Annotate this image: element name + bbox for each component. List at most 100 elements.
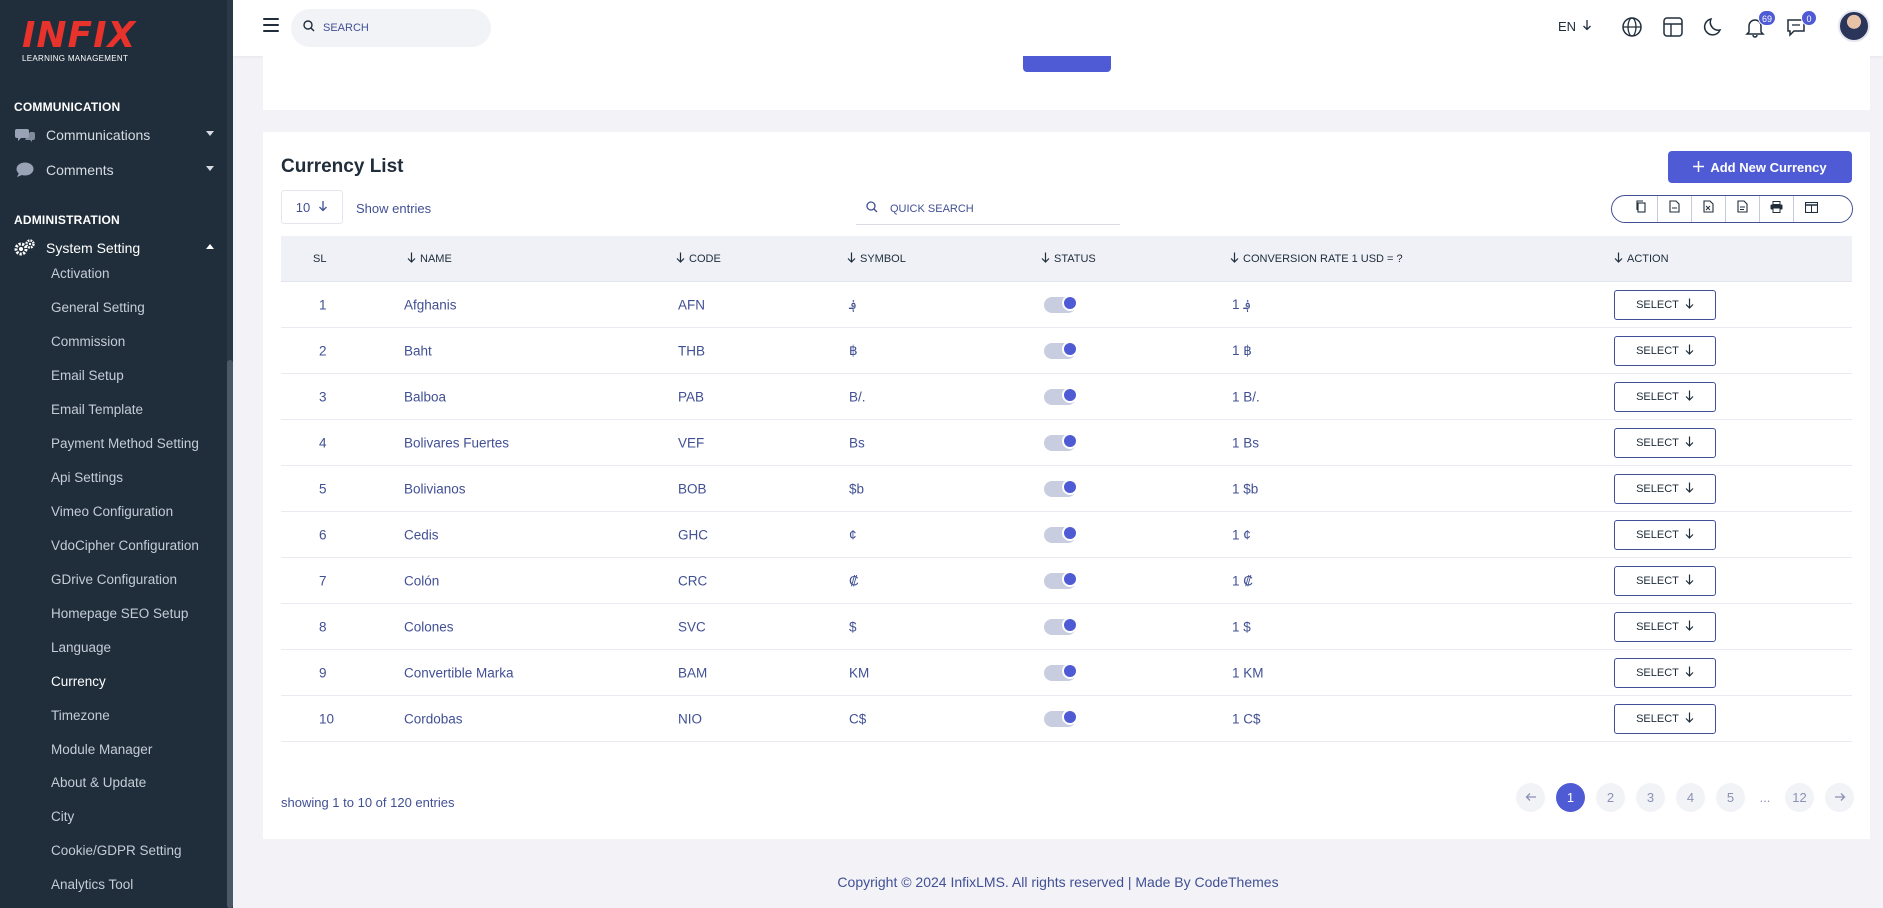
csv-button[interactable]	[1658, 196, 1692, 222]
prev-page-button[interactable]	[1516, 783, 1545, 812]
sidebar-item-gdrive-configuration[interactable]: GDrive Configuration	[51, 572, 178, 587]
sidebar-item-about-update[interactable]: About & Update	[51, 775, 147, 790]
quick-search-box[interactable]	[856, 193, 1120, 225]
sidebar-item-communications[interactable]: Communications	[14, 123, 214, 147]
page-title: Currency List	[281, 156, 404, 177]
sidebar-item-homepage-seo-setup[interactable]: Homepage SEO Setup	[51, 606, 189, 621]
column-header-symbol[interactable]: SYMBOL	[847, 252, 906, 266]
layout-icon[interactable]	[1662, 16, 1686, 40]
search-icon	[866, 200, 878, 218]
select-action-button[interactable]: SELECT	[1614, 473, 1716, 504]
excel-button[interactable]	[1692, 196, 1726, 222]
add-new-currency-button[interactable]: Add New Currency	[1668, 151, 1852, 183]
select-action-button[interactable]: SELECT	[1614, 657, 1716, 688]
column-header-action[interactable]: ACTION	[1614, 252, 1669, 266]
sidebar-item-analytics-tool[interactable]: Analytics Tool	[51, 877, 134, 892]
sidebar-item-timezone[interactable]: Timezone	[51, 708, 110, 723]
arrow-down-icon	[1685, 528, 1694, 542]
sidebar-item-activation[interactable]: Activation	[51, 266, 110, 281]
sidebar-item-payment-method-setting[interactable]: Payment Method Setting	[51, 436, 199, 451]
cell-sl: 2	[319, 343, 327, 358]
select-action-button[interactable]: SELECT	[1614, 381, 1716, 412]
csv-icon	[1669, 200, 1680, 218]
column-header-conversion-rate[interactable]: CONVERSION RATE 1 USD = ?	[1230, 252, 1403, 266]
cell-sl: 5	[319, 481, 327, 496]
top-search-box[interactable]	[291, 9, 491, 47]
pdf-button[interactable]	[1726, 196, 1760, 222]
cell-name: Bolivianos	[404, 481, 466, 496]
sidebar-item-vdocipher-configuration[interactable]: VdoCipher Configuration	[51, 538, 199, 553]
search-input[interactable]	[323, 22, 473, 34]
copy-button[interactable]	[1624, 196, 1658, 222]
column-header-status[interactable]: STATUS	[1041, 252, 1096, 266]
select-action-button[interactable]: SELECT	[1614, 289, 1716, 320]
sidebar-item-language[interactable]: Language	[51, 640, 112, 655]
globe-icon[interactable]	[1621, 16, 1645, 40]
status-toggle[interactable]	[1044, 616, 1078, 635]
page-button-3[interactable]: 3	[1636, 783, 1665, 812]
columns-button[interactable]	[1794, 196, 1828, 222]
logo[interactable]: INFIX LEARNING MANAGEMENT	[22, 18, 142, 68]
status-toggle[interactable]	[1044, 478, 1078, 497]
select-action-button[interactable]: SELECT	[1614, 427, 1716, 458]
select-action-button[interactable]: SELECT	[1614, 703, 1716, 734]
message-icon[interactable]: 0	[1785, 10, 1817, 40]
cell-symbol: B/.	[849, 389, 866, 404]
partial-submit-button[interactable]	[1023, 56, 1111, 72]
language-selector[interactable]: EN	[1558, 19, 1592, 34]
moon-icon[interactable]	[1703, 16, 1727, 40]
select-action-button[interactable]: SELECT	[1614, 611, 1716, 642]
export-button-group	[1611, 195, 1853, 223]
sidebar-item-cookie-gdpr-setting[interactable]: Cookie/GDPR Setting	[51, 843, 182, 858]
sidebar-item-city[interactable]: City	[51, 809, 75, 824]
column-header-label: STATUS	[1054, 252, 1096, 265]
sidebar-item-email-template[interactable]: Email Template	[51, 402, 144, 417]
next-page-button[interactable]	[1825, 783, 1854, 812]
status-toggle[interactable]	[1044, 294, 1078, 313]
user-avatar[interactable]	[1838, 10, 1870, 42]
cell-code: PAB	[678, 389, 705, 404]
sidebar-item-comments[interactable]: Comments	[14, 158, 214, 182]
page-button-last[interactable]: 12	[1785, 783, 1814, 812]
column-header-sl[interactable]: SL	[313, 253, 326, 265]
sidebar-scrollbar-thumb[interactable]	[227, 360, 233, 908]
bell-icon[interactable]: 69	[1744, 10, 1776, 40]
sidebar-item-email-setup[interactable]: Email Setup	[51, 368, 124, 383]
print-button[interactable]	[1760, 196, 1794, 222]
arrow-down-icon	[1685, 620, 1694, 634]
status-toggle[interactable]	[1044, 570, 1078, 589]
cell-symbol: ؋	[849, 296, 857, 312]
sidebar-item-api-settings[interactable]: Api Settings	[51, 470, 124, 485]
page-button-4[interactable]: 4	[1676, 783, 1705, 812]
column-header-name[interactable]: NAME	[407, 252, 452, 266]
sidebar-item-vimeo-configuration[interactable]: Vimeo Configuration	[51, 504, 174, 519]
status-toggle[interactable]	[1044, 708, 1078, 727]
column-header-code[interactable]: CODE	[676, 252, 721, 266]
pdf-icon	[1737, 200, 1748, 218]
cell-conversion-rate: 1 ₡	[1232, 573, 1254, 588]
sidebar-item-currency[interactable]: Currency	[51, 674, 106, 689]
select-action-button[interactable]: SELECT	[1614, 565, 1716, 596]
status-toggle[interactable]	[1044, 340, 1078, 359]
select-action-button[interactable]: SELECT	[1614, 519, 1716, 550]
page-button-5[interactable]: 5	[1716, 783, 1745, 812]
cell-name: Bolivares Fuertes	[404, 435, 510, 450]
status-toggle[interactable]	[1044, 524, 1078, 543]
sidebar-item-commission[interactable]: Commission	[51, 334, 126, 349]
page-button-2[interactable]: 2	[1596, 783, 1625, 812]
entries-per-page-select[interactable]: 10	[281, 190, 343, 224]
currency-table: SL NAME CODE SYMBOL STATUS CONVERSION RA…	[281, 236, 1852, 742]
select-action-button[interactable]: SELECT	[1614, 335, 1716, 366]
cell-conversion-rate: 1 ¢	[1232, 527, 1251, 542]
cell-symbol: ₡	[849, 573, 859, 588]
status-toggle[interactable]	[1044, 386, 1078, 405]
sidebar-item-system-setting[interactable]: System Setting	[14, 236, 214, 260]
status-toggle[interactable]	[1044, 432, 1078, 451]
sidebar-item-general-setting[interactable]: General Setting	[51, 300, 145, 315]
quick-search-input[interactable]	[890, 202, 1090, 215]
page-button-1[interactable]: 1	[1556, 783, 1585, 812]
sidebar-item-module-manager[interactable]: Module Manager	[51, 742, 153, 757]
arrow-down-icon	[318, 200, 328, 215]
hamburger-menu-icon[interactable]	[263, 18, 279, 32]
status-toggle[interactable]	[1044, 662, 1078, 681]
